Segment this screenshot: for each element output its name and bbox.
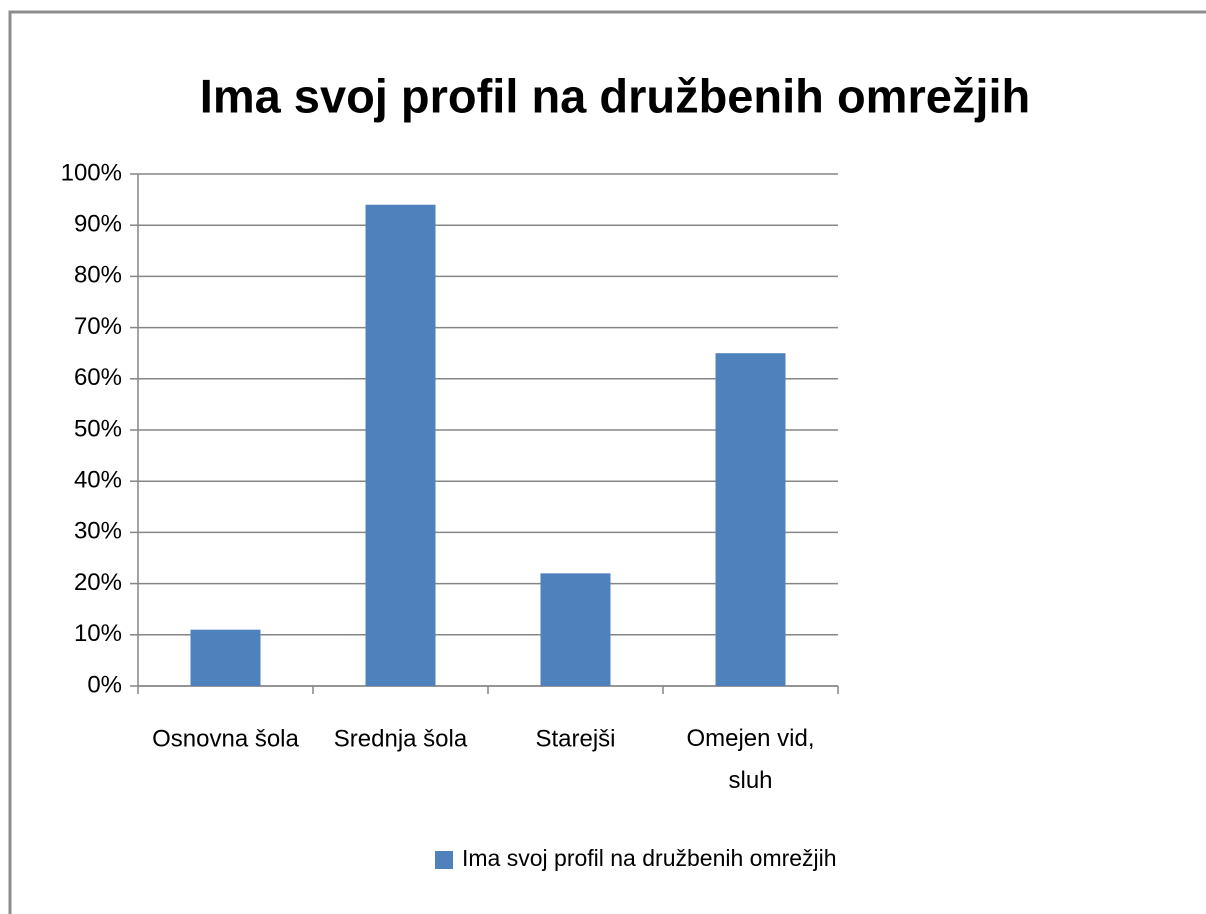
bar xyxy=(715,353,786,686)
bar xyxy=(190,629,261,686)
y-tick-label: 30% xyxy=(74,518,122,545)
y-tick-label: 100% xyxy=(61,159,122,186)
y-tick-label: 80% xyxy=(74,262,122,289)
x-tick-label: Srednja šola xyxy=(334,725,468,752)
x-tick-label: Osnovna šola xyxy=(152,725,299,752)
legend-swatch xyxy=(435,851,453,869)
bar xyxy=(540,573,611,686)
x-tick-label: Omejen vid, sluh xyxy=(686,725,814,794)
legend-label: Ima svoj profil na družbenih omrežjih xyxy=(462,845,837,871)
x-tick-label: Starejši xyxy=(535,725,615,752)
y-tick-label: 70% xyxy=(74,313,122,340)
y-tick-label: 0% xyxy=(87,671,122,698)
y-tick-label: 50% xyxy=(74,415,122,442)
y-tick-label: 90% xyxy=(74,211,122,238)
chart-title: Ima svoj profil na družbenih omrežjih xyxy=(200,69,1030,122)
chart-frame xyxy=(8,10,1206,914)
y-tick-label: 20% xyxy=(74,569,122,596)
y-tick-label: 10% xyxy=(74,620,122,647)
y-tick-label: 60% xyxy=(74,364,122,391)
bar xyxy=(365,204,436,686)
y-tick-label: 40% xyxy=(74,467,122,494)
